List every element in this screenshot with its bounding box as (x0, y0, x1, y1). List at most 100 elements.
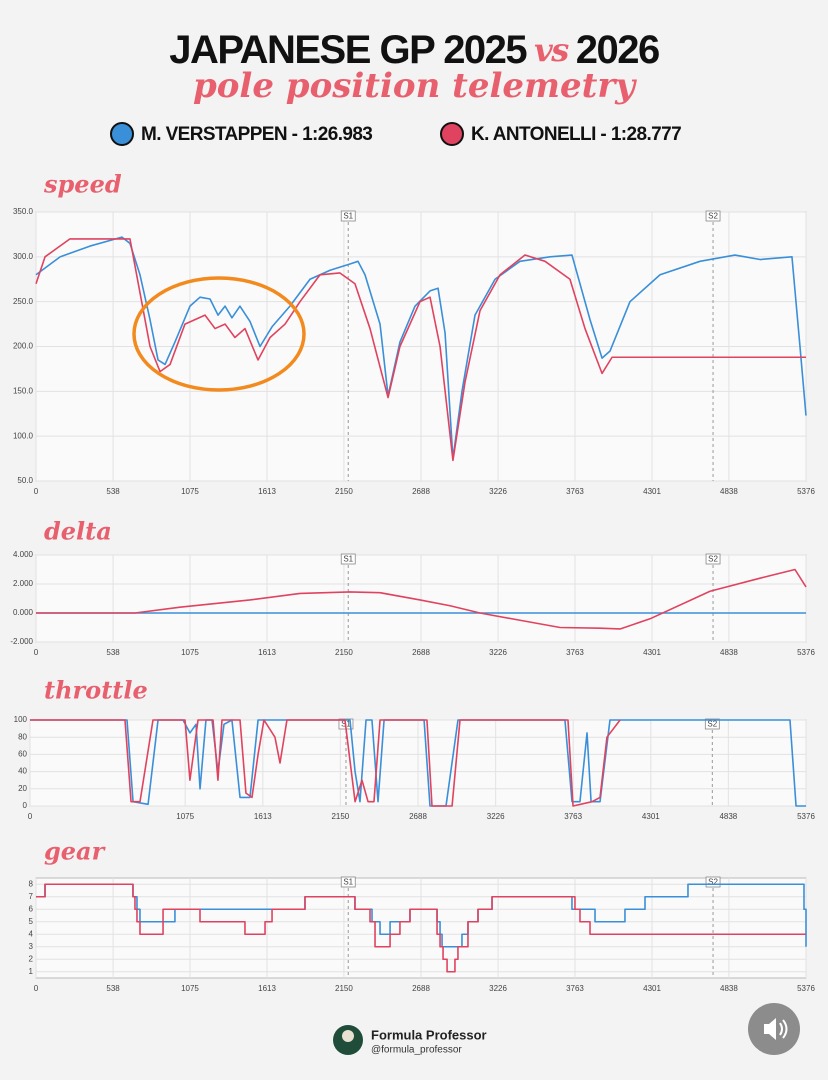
y-tick-label: 0 (23, 801, 28, 810)
highlight-ellipse (132, 276, 306, 392)
x-tick-label: 3226 (489, 648, 507, 657)
title-end: 2026 (576, 28, 659, 72)
series-line (36, 883, 806, 973)
y-tick-label: 100.0 (13, 431, 34, 440)
x-tick-label: 3226 (489, 984, 507, 993)
y-tick-label: 300.0 (13, 252, 34, 261)
x-tick-label: 4301 (643, 984, 661, 993)
x-tick-label: 0 (34, 648, 39, 657)
y-tick-label: 4 (29, 929, 34, 938)
y-tick-label: 2 (29, 954, 34, 963)
x-tick-label: 1613 (258, 984, 276, 993)
x-tick-label: 5376 (797, 812, 815, 821)
y-tick-label: 2.000 (13, 579, 34, 588)
x-tick-label: 4838 (720, 648, 738, 657)
x-tick-label: 3763 (566, 487, 584, 496)
chart-title: speed (43, 170, 122, 199)
x-tick-label: 4301 (643, 487, 661, 496)
x-tick-label: 1613 (254, 812, 272, 821)
series-line (36, 568, 807, 630)
x-tick-label: 4838 (720, 984, 738, 993)
series-line (35, 238, 806, 462)
x-tick-label: 3763 (566, 648, 584, 657)
x-tick-label: 1613 (258, 487, 276, 496)
legend-swatch (440, 122, 464, 146)
sector-label: S1 (343, 555, 353, 564)
x-tick-label: 4838 (719, 812, 737, 821)
y-tick-label: 150.0 (13, 386, 34, 395)
x-tick-label: 3763 (564, 812, 582, 821)
y-tick-label: 3 (29, 942, 34, 951)
x-tick-label: 538 (106, 984, 120, 993)
series-line (35, 236, 807, 460)
legend-swatch (110, 122, 134, 146)
chart-title: delta (44, 517, 112, 546)
x-tick-label: 4301 (643, 648, 661, 657)
sector-tag (340, 553, 356, 565)
x-tick-label: 2688 (412, 648, 430, 657)
x-tick-label: 0 (28, 812, 33, 821)
x-tick-label: 2688 (409, 812, 427, 821)
x-tick-label: 2150 (335, 487, 353, 496)
sound-waves[interactable] (779, 1019, 788, 1039)
logo-face (342, 1030, 354, 1042)
x-tick-label: 1075 (181, 984, 199, 993)
x-tick-label: 1613 (258, 648, 276, 657)
x-tick-label: 3226 (489, 487, 507, 496)
x-tick-label: 0 (34, 984, 39, 993)
title: JAPANESE GP 2025 vs 2026 (169, 28, 659, 72)
x-tick-label: 2150 (331, 812, 349, 821)
sector-label: S2 (708, 555, 718, 564)
y-tick-label: 60 (18, 750, 27, 759)
y-tick-label: 5 (29, 917, 34, 926)
y-tick-label: 100 (14, 715, 28, 724)
sector-tag (340, 210, 356, 222)
chart-title: throttle (44, 676, 148, 705)
x-tick-label: 1075 (181, 648, 199, 657)
sector-tag (704, 718, 720, 730)
sector-label: S2 (708, 878, 718, 887)
legend-label: K. ANTONELLI - 1:28.777 (471, 124, 681, 145)
chart-title: gear (44, 837, 107, 866)
speaker-icon[interactable] (764, 1018, 776, 1040)
y-tick-label: 80 (18, 732, 27, 741)
y-tick-label: 7 (29, 892, 34, 901)
x-tick-label: 5376 (797, 487, 815, 496)
y-tick-label: 1 (29, 967, 34, 976)
sector-label: S1 (343, 212, 353, 221)
y-tick-label: -2.000 (10, 637, 33, 646)
x-tick-label: 538 (106, 487, 120, 496)
x-tick-label: 0 (34, 487, 39, 496)
x-tick-label: 2688 (412, 487, 430, 496)
x-tick-label: 4838 (720, 487, 738, 496)
y-tick-label: 40 (18, 767, 27, 776)
x-tick-label: 3226 (487, 812, 505, 821)
title-start: JAPANESE GP 2025 (169, 28, 527, 72)
y-tick-label: 50.0 (17, 476, 33, 485)
x-tick-label: 1075 (176, 812, 194, 821)
x-tick-label: 538 (106, 648, 120, 657)
brand: Formula Professor (371, 1027, 487, 1042)
x-tick-label: 5376 (797, 984, 815, 993)
title-vs: vs (534, 31, 569, 69)
y-tick-label: 0.000 (13, 608, 34, 617)
handle: @formula_professor (371, 1045, 462, 1056)
x-tick-label: 3763 (566, 984, 584, 993)
sector-tag (705, 876, 721, 888)
sector-tag (340, 876, 356, 888)
legend-label: M. VERSTAPPEN - 1:26.983 (141, 124, 372, 145)
sound-button[interactable] (748, 1003, 800, 1055)
x-tick-label: 2688 (412, 984, 430, 993)
y-tick-label: 200.0 (13, 342, 34, 351)
y-tick-label: 4.000 (13, 550, 34, 559)
series-line (30, 719, 621, 807)
x-tick-label: 1075 (181, 487, 199, 496)
sector-tag (705, 553, 721, 565)
y-tick-label: 20 (18, 784, 27, 793)
series-line (30, 719, 806, 807)
x-tick-label: 4301 (642, 812, 660, 821)
x-tick-label: 2150 (335, 984, 353, 993)
sector-label: S2 (708, 212, 718, 221)
x-tick-label: 5376 (797, 648, 815, 657)
